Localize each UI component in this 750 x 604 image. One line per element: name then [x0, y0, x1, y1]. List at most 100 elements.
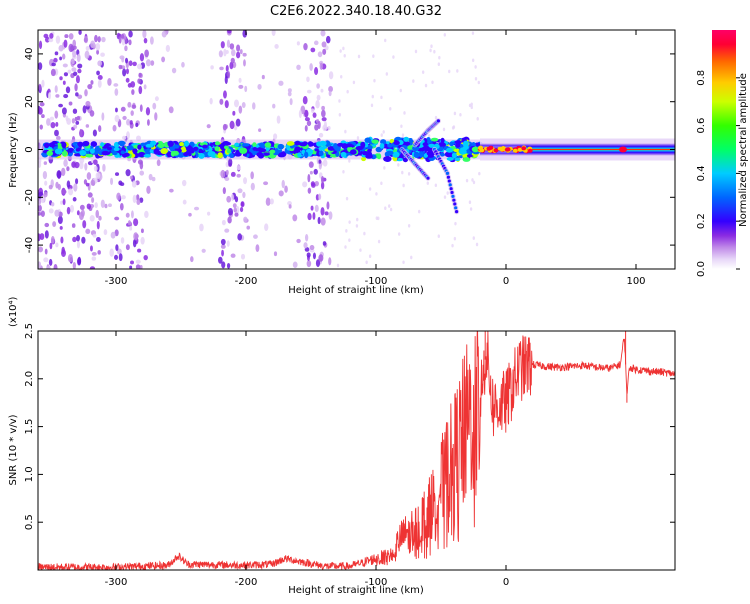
noise-speckle	[82, 220, 87, 229]
noise-speckle	[320, 88, 324, 93]
noise-speckle	[38, 246, 44, 253]
noise-speckle	[443, 195, 447, 199]
noise-speckle	[383, 166, 386, 170]
signal-blob	[428, 143, 435, 148]
noise-speckle	[54, 85, 58, 93]
signal-blob	[336, 142, 345, 147]
noise-speckle	[101, 36, 106, 43]
signal-blob	[462, 157, 471, 162]
noise-speckle	[230, 253, 236, 258]
noise-speckle	[94, 202, 98, 209]
noise-speckle	[72, 236, 77, 243]
noise-speckle	[135, 122, 139, 128]
noise-speckle	[229, 120, 235, 130]
noise-speckle	[57, 215, 63, 225]
noise-speckle	[287, 88, 292, 93]
noise-speckle	[302, 181, 308, 188]
noise-speckle	[114, 88, 119, 96]
noise-speckle	[278, 190, 284, 197]
noise-speckle	[224, 176, 230, 181]
signal-blob	[207, 150, 216, 157]
noise-speckle	[304, 117, 310, 122]
noise-speckle	[343, 53, 346, 58]
noise-speckle	[218, 50, 223, 58]
noise-speckle	[272, 103, 276, 109]
noise-speckle	[306, 89, 312, 94]
signal-blob	[379, 143, 385, 149]
noise-speckle	[470, 102, 473, 107]
noise-speckle	[51, 62, 56, 67]
noise-speckle	[319, 62, 324, 70]
noise-speckle	[147, 119, 150, 126]
noise-speckle	[135, 259, 141, 264]
noise-speckle	[154, 96, 159, 102]
noise-speckle	[342, 169, 345, 174]
noise-speckle	[142, 30, 147, 39]
noise-speckle	[345, 229, 348, 233]
noise-speckle	[95, 43, 101, 51]
noise-speckle	[129, 226, 133, 231]
noise-speckle	[67, 69, 72, 74]
noise-speckle	[250, 171, 254, 180]
noise-speckle	[314, 67, 319, 76]
signal-blob	[454, 140, 462, 145]
noise-speckle	[237, 233, 243, 241]
strong-blob	[517, 147, 523, 152]
noise-speckle	[302, 95, 308, 105]
colorbar-tick-label: 0.8	[696, 70, 707, 86]
noise-speckle	[296, 64, 301, 71]
noise-speckle	[243, 177, 248, 185]
noise-speckle	[385, 72, 389, 76]
noise-speckle	[235, 205, 240, 214]
noise-speckle	[44, 180, 48, 186]
noise-speckle	[424, 83, 428, 88]
noise-speckle	[38, 62, 43, 71]
noise-speckle	[355, 224, 359, 228]
signal-blob	[297, 152, 302, 158]
noise-speckle	[77, 68, 82, 74]
noise-speckle	[102, 163, 106, 172]
noise-speckle	[40, 210, 45, 217]
signal-blob	[445, 147, 453, 153]
noise-speckle	[73, 124, 78, 129]
snr-plot-area	[38, 331, 675, 570]
signal-blob	[278, 152, 287, 156]
noise-speckle	[82, 105, 87, 114]
branch-blob	[451, 194, 455, 198]
noise-speckle	[72, 45, 77, 50]
noise-speckle	[140, 236, 145, 245]
noise-speckle	[321, 41, 327, 48]
noise-speckle	[55, 94, 60, 98]
noise-speckle	[85, 182, 90, 187]
noise-speckle	[233, 99, 239, 108]
noise-speckle	[97, 250, 101, 255]
snr-y-tick-label: 0.5	[24, 514, 35, 530]
noise-speckle	[148, 173, 153, 181]
noise-speckle	[161, 56, 166, 63]
colorbar-gradient	[712, 30, 736, 269]
noise-speckle	[182, 199, 187, 205]
snr-y-tick-label: 2.5	[24, 323, 35, 339]
signal-blob	[286, 144, 291, 151]
noise-speckle	[96, 220, 100, 230]
noise-speckle	[320, 207, 325, 216]
noise-speckle	[54, 209, 60, 217]
noise-speckle	[62, 53, 66, 60]
noise-speckle	[363, 231, 366, 236]
noise-speckle	[210, 65, 214, 70]
noise-speckle	[287, 91, 292, 97]
signal-blob	[214, 141, 220, 146]
noise-speckle	[39, 102, 45, 107]
noise-speckle	[138, 85, 143, 95]
strong-blob	[521, 146, 527, 151]
noise-speckle	[72, 197, 77, 202]
noise-speckle	[43, 161, 48, 165]
noise-speckle	[89, 214, 95, 222]
noise-speckle	[133, 232, 139, 241]
noise-speckle	[63, 94, 69, 99]
noise-speckle	[75, 75, 80, 84]
noise-speckle	[306, 120, 312, 127]
spectrogram-y-tick-label: 20	[24, 95, 35, 108]
noise-speckle	[223, 48, 227, 57]
noise-speckle	[129, 265, 133, 269]
